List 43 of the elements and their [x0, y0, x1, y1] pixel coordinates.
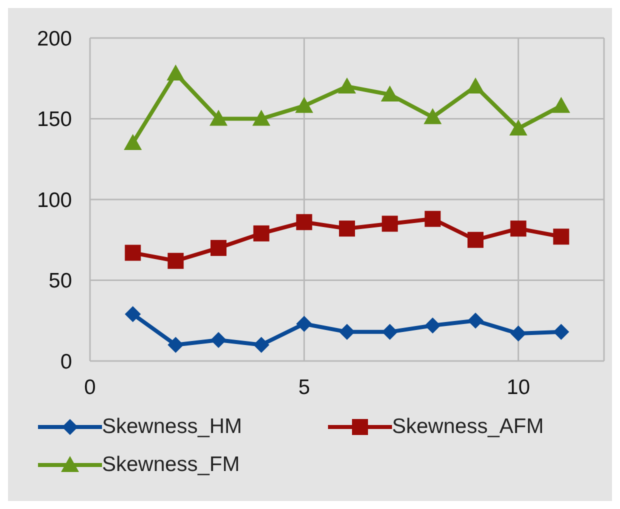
point	[168, 336, 184, 353]
point	[553, 228, 570, 245]
point	[252, 110, 270, 126]
point	[382, 216, 398, 232]
point	[553, 324, 570, 340]
point	[296, 214, 312, 230]
point	[295, 96, 314, 113]
point	[424, 317, 441, 334]
y-tick-label: 0	[60, 350, 72, 374]
y-tick-label: 50	[48, 270, 72, 293]
point	[509, 119, 528, 136]
point	[339, 324, 355, 340]
legend-label: Skewness_AFM	[392, 415, 544, 439]
point	[424, 210, 441, 227]
point	[424, 108, 442, 124]
point	[124, 244, 141, 261]
point	[510, 326, 526, 342]
point	[210, 332, 226, 348]
point	[468, 232, 484, 248]
y-tick-label: 150	[36, 108, 72, 132]
point	[382, 324, 398, 340]
legend-label: Skewness_HM	[102, 415, 242, 439]
point	[210, 240, 226, 256]
point	[339, 220, 355, 237]
legend-label: Skewness_FM	[102, 453, 240, 477]
point	[253, 225, 270, 242]
y-tick-label: 200	[36, 27, 72, 50]
point	[168, 252, 184, 269]
point	[468, 312, 484, 329]
x-tick-label: 5	[298, 376, 310, 399]
point	[296, 316, 312, 332]
x-tick-label: 0	[84, 376, 96, 399]
point	[510, 220, 526, 237]
point	[380, 86, 399, 102]
point	[210, 110, 228, 126]
point	[338, 77, 356, 94]
x-tick-label: 10	[506, 376, 530, 399]
point	[552, 96, 570, 113]
point	[166, 64, 185, 81]
y-tick-label: 100	[36, 188, 72, 212]
point	[253, 336, 270, 353]
point	[124, 134, 142, 150]
point	[124, 306, 141, 322]
